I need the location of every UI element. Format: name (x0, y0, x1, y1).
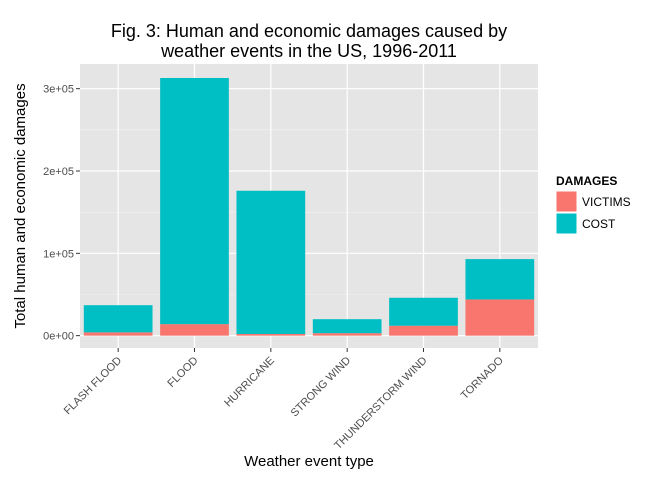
bar-cost-flash-flood (83, 305, 153, 333)
y-tick-label: 2e+05 (43, 166, 74, 178)
legend-key-cost (555, 212, 578, 235)
x-tick-label: STRONG WIND (289, 355, 354, 420)
x-tick-label: FLOOD (165, 355, 200, 390)
x-tick-label: HURRICANE (222, 355, 277, 410)
y-tick-label: 3e+05 (43, 84, 74, 96)
plot-panel (80, 64, 538, 348)
x-tick-label: FLASH FLOOD (62, 355, 125, 418)
x-axis-title: Weather event type (244, 453, 374, 470)
bars (83, 77, 535, 336)
bar-victims-tornado (465, 299, 535, 336)
bar-victims-flash-flood (83, 332, 153, 336)
legend-key-victims (555, 190, 578, 213)
legend-title: DAMAGES (556, 174, 617, 188)
bar-cost-strong-wind (312, 319, 382, 334)
bar-cost-flood (160, 77, 229, 325)
x-tick-label: TORNADO (459, 354, 507, 402)
bar-cost-tornado (465, 259, 535, 300)
bar-victims-strong-wind (312, 333, 382, 336)
legend-label-victims: VICTIMS (582, 195, 631, 209)
legend-label-cost: COST (582, 217, 616, 231)
y-axis-title: Total human and economic damages (12, 83, 29, 328)
legend: DAMAGES VICTIMS COST (555, 174, 631, 235)
chart-title-line-1: Fig. 3: Human and economic damages cause… (111, 21, 507, 41)
chart-title-line-2: weather events in the US, 1996-2011 (160, 41, 457, 61)
y-axis: 0e+00 1e+05 2e+05 3e+05 (43, 84, 80, 343)
y-tick-label: 0e+00 (43, 331, 74, 343)
bar-victims-hurricane (236, 334, 306, 336)
x-axis: FLASH FLOOD FLOOD HURRICANE STRONG WINDTHUN… (62, 348, 506, 452)
bar-victims-flood (160, 324, 229, 336)
bar-cost-thunderstorm-wind (389, 297, 458, 326)
y-tick-label: 1e+05 (43, 248, 74, 260)
bar-victims-thunderstorm-wind (389, 325, 458, 336)
bar-cost-hurricane (236, 190, 306, 335)
